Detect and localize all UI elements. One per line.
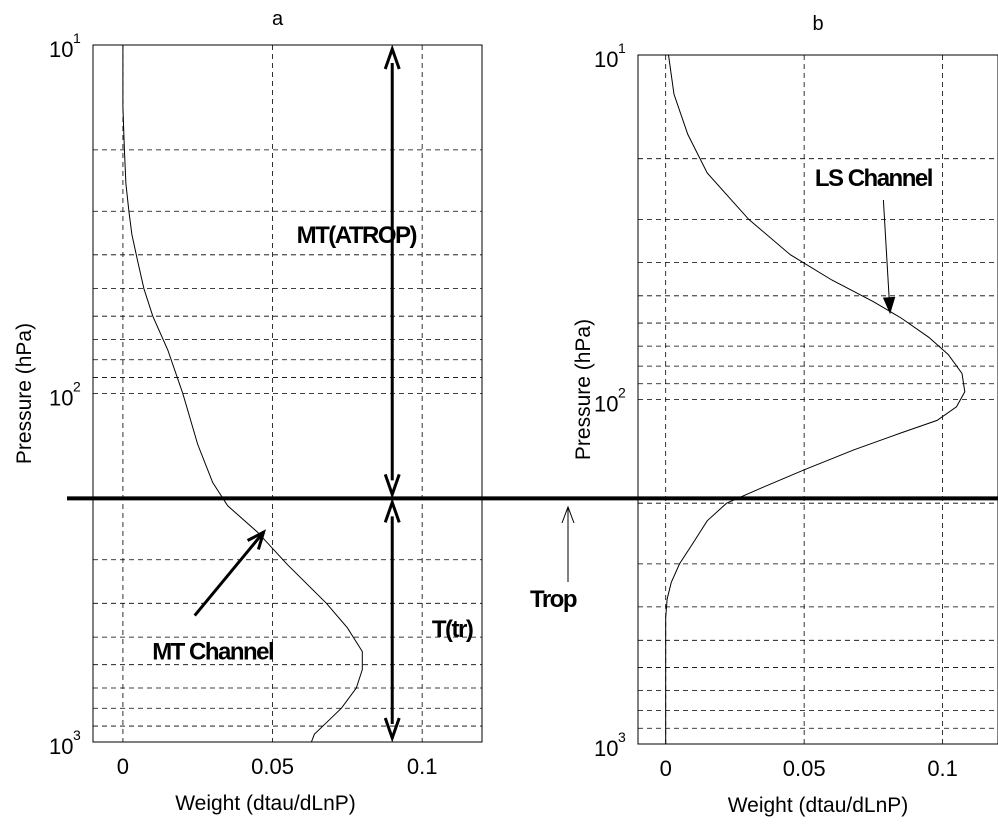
trop-arrowhead — [561, 505, 575, 524]
annotation-label: LS Channel — [815, 165, 932, 192]
x-tick-label: 0.1 — [927, 756, 958, 781]
arrowhead-down — [383, 717, 401, 743]
annotation-label: MT Channel — [152, 639, 273, 666]
y-tick-exponent: 2 — [73, 379, 81, 395]
annotation-arrow — [193, 531, 265, 617]
y-tick-exponent: 1 — [73, 30, 81, 46]
plot-frame — [92, 44, 483, 743]
y-axis-title: Pressure (hPa) — [13, 323, 36, 464]
y-axis-title: Pressure (hPa) — [572, 319, 595, 460]
y-tick-label: 10 — [594, 736, 618, 761]
y-tick-label: 10 — [49, 386, 73, 411]
x-tick-label: 0 — [117, 754, 129, 779]
y-tick-exponent: 3 — [73, 727, 81, 743]
weighting-function-curve — [665, 54, 966, 744]
arrowhead-up — [383, 497, 401, 523]
panel-label: a — [272, 8, 284, 30]
x-tick-label: 0.1 — [407, 754, 438, 779]
annotation-label: T(tr) — [432, 616, 473, 643]
x-tick-label: 0.05 — [783, 756, 826, 781]
y-tick-exponent: 1 — [618, 40, 626, 56]
plot-frame — [637, 54, 998, 745]
annotation-label: MT(ATROP) — [297, 222, 417, 249]
annotation-arrowhead — [882, 296, 896, 315]
weighting-function-curve — [122, 45, 363, 743]
y-tick-label: 10 — [49, 734, 73, 759]
arrowhead-down — [383, 473, 401, 499]
arrowhead-up — [383, 44, 401, 70]
y-tick-exponent: 3 — [618, 729, 626, 745]
y-tick-exponent: 2 — [618, 385, 626, 401]
x-tick-label: 0.05 — [251, 754, 294, 779]
trop-label: Trop — [530, 586, 577, 613]
y-tick-label: 10 — [49, 37, 73, 62]
panel-label: b — [812, 13, 823, 35]
x-axis-title: Weight (dtau/dLnP) — [728, 794, 909, 817]
x-tick-label: 0 — [660, 756, 672, 781]
annotation-arrowhead — [246, 529, 267, 550]
trop-annotation: Trop — [530, 505, 578, 613]
annotation-arrow — [882, 199, 891, 313]
y-tick-label: 10 — [594, 47, 618, 72]
x-axis-title: Weight (dtau/dLnP) — [175, 792, 356, 815]
y-tick-label: 10 — [594, 392, 618, 417]
